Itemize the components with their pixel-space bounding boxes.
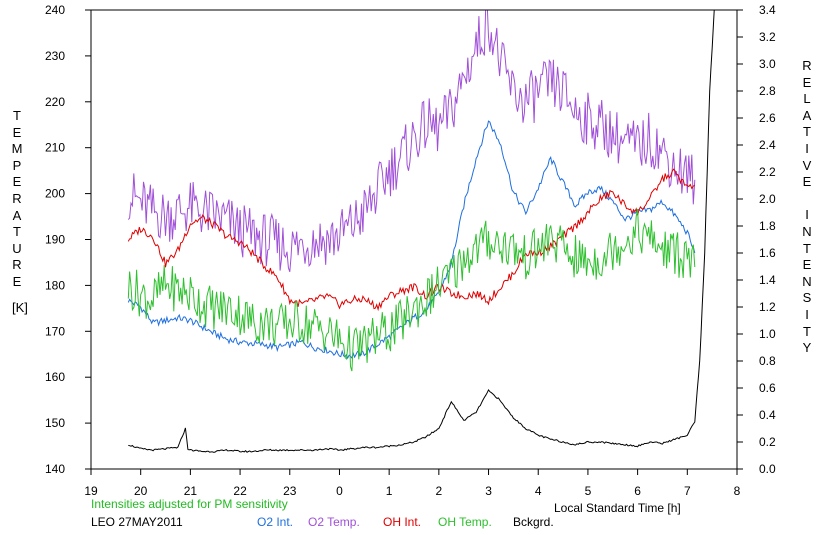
- axis-letter: A: [12, 207, 22, 223]
- y-tick-label-right: 2.0: [759, 192, 776, 206]
- axis-letter: I: [805, 207, 809, 223]
- axis-letter: [800, 191, 814, 208]
- axis-letter: T: [803, 124, 811, 140]
- axis-letter: E: [12, 174, 22, 190]
- axis-letter: M: [11, 141, 23, 157]
- x-tick-label: 7: [684, 484, 691, 498]
- axis-letter: T: [803, 323, 811, 339]
- y-tick-label-right: 2.6: [759, 111, 776, 125]
- y-tick-label-right: 1.4: [759, 273, 776, 287]
- axis-letter: E: [802, 74, 812, 90]
- y-tick-label-left: 180: [45, 278, 65, 292]
- axis-letter: P: [12, 157, 22, 173]
- legend-entry: Bckgrd.: [513, 515, 554, 529]
- axis-letter: I: [805, 140, 809, 156]
- axis-letter: R: [12, 190, 22, 206]
- y-tick-label-right: 1.6: [759, 246, 776, 260]
- axis-letter: T: [13, 224, 21, 240]
- y-tick-label-left: 240: [45, 3, 65, 17]
- x-tick-label: 6: [634, 484, 641, 498]
- y-tick-label-left: 170: [45, 324, 65, 338]
- series-layer: [127, 10, 715, 453]
- x-tick-label: 23: [283, 484, 297, 498]
- axis-letter: E: [802, 174, 812, 190]
- y-tick-label-right: 3.2: [759, 30, 776, 44]
- axis-letter: R: [12, 257, 22, 273]
- y-tick-label-right: 0.8: [759, 354, 776, 368]
- y-tick-label-right: 2.2: [759, 165, 776, 179]
- axis-letter: T: [803, 240, 811, 256]
- legend-entry: OH Int.: [383, 515, 421, 529]
- series-line-o2-temp: [127, 10, 696, 272]
- x-tick-label: 19: [84, 484, 98, 498]
- axis-letter: S: [802, 290, 812, 306]
- y-axis-unit-left: [K]: [12, 300, 28, 315]
- y-tick-label-right: 2.4: [759, 138, 776, 152]
- y-tick-label-left: 140: [45, 462, 65, 476]
- axis-letter: Y: [802, 340, 812, 356]
- axis-letter: N: [802, 273, 812, 289]
- axis-letter: N: [802, 223, 812, 239]
- y-tick-label-left: 210: [45, 141, 65, 155]
- axis-layer: 19 20 21 22 23 0 1 2 3 4 5 6 7 8140150160170180190200…: [45, 3, 776, 498]
- y-tick-label-right: 3.0: [759, 57, 776, 71]
- legend-entry: O2 Int.: [257, 515, 293, 529]
- y-tick-label-right: 0.4: [759, 408, 776, 422]
- axis-letter: V: [802, 157, 812, 173]
- plot-frame: [90, 9, 738, 470]
- station-label: LEO 27MAY2011: [91, 515, 183, 529]
- x-tick-label: 21: [184, 484, 198, 498]
- y-tick-label-right: 1.8: [759, 219, 776, 233]
- axis-letter: R: [802, 58, 812, 73]
- axis-letter: A: [802, 107, 812, 123]
- series-line-oh-temp: [127, 208, 696, 372]
- x-axis-label: Local Standard Time [h]: [554, 501, 681, 515]
- legend: O2 Int. O2 Temp. OH Int. OH Temp. Bckgrd.: [257, 515, 554, 529]
- x-tick-label: 2: [436, 484, 443, 498]
- x-tick-label: 4: [535, 484, 542, 498]
- y-tick-label-right: 0.0: [759, 462, 776, 476]
- axis-letter: U: [12, 240, 22, 256]
- y-tick-label-right: 3.4: [759, 3, 776, 17]
- series-line-oh-int: [127, 168, 695, 312]
- y-tick-label-left: 230: [45, 49, 65, 63]
- y-tick-label-left: 150: [45, 416, 65, 430]
- legend-entry: OH Temp.: [438, 515, 492, 529]
- x-tick-label: 3: [485, 484, 492, 498]
- y-tick-label-right: 1.0: [759, 327, 776, 341]
- x-tick-label: 0: [336, 484, 343, 498]
- y-tick-label-left: 200: [45, 187, 65, 201]
- x-tick-label: 5: [585, 484, 592, 498]
- y-tick-label-right: 2.8: [759, 84, 776, 98]
- x-tick-label: 1: [386, 484, 393, 498]
- x-tick-label: 22: [233, 484, 247, 498]
- axis-letter: E: [802, 257, 812, 273]
- y-tick-label-right: 0.6: [759, 381, 776, 395]
- x-tick-label: 8: [734, 484, 741, 498]
- legend-entry: O2 Temp.: [308, 515, 360, 529]
- axis-letter: I: [805, 306, 809, 322]
- y-tick-label-left: 160: [45, 370, 65, 384]
- y-tick-label-right: 1.2: [759, 300, 776, 314]
- axis-letter: L: [803, 91, 811, 107]
- pm-sensitivity-note: Intensities adjusted for PM sensitivity: [91, 497, 288, 511]
- axis-letter: E: [12, 273, 22, 289]
- x-tick-label: 20: [134, 484, 148, 498]
- series-line-bckgrd: [128, 10, 715, 453]
- axis-letter: E: [12, 124, 22, 140]
- y-tick-label-right: 0.2: [759, 435, 776, 449]
- y-tick-label-left: 220: [45, 95, 65, 109]
- axis-letter: T: [13, 108, 21, 123]
- y-tick-label-left: 190: [45, 233, 65, 247]
